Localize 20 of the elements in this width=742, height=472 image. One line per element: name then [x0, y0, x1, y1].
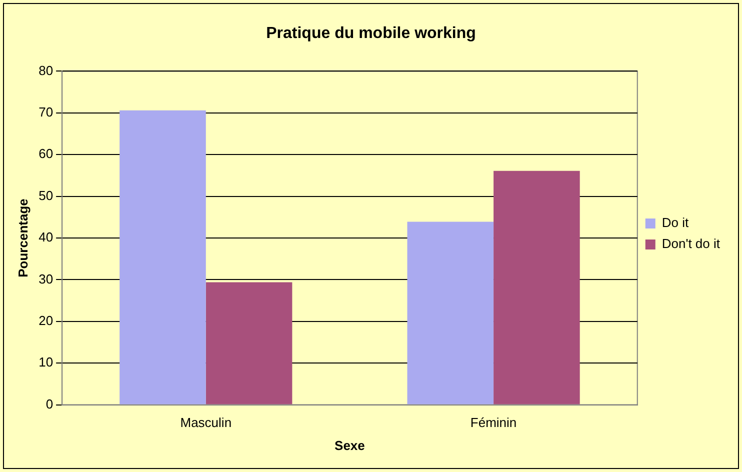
y-axis-title: Pourcentage [15, 198, 30, 278]
bar [494, 170, 580, 404]
x-tick-label: Masculin [180, 415, 232, 430]
x-tick-label: Féminin [470, 415, 517, 430]
y-tick-label: 0 [46, 396, 54, 412]
y-tick-label: 20 [38, 312, 54, 328]
y-tick-label: 60 [38, 146, 54, 162]
y-tick-label: 80 [38, 62, 54, 78]
bar [206, 282, 292, 404]
y-tick-label: 10 [38, 354, 54, 370]
y-tick-label: 50 [38, 188, 54, 203]
bar [120, 110, 206, 404]
legend-label: Do it [662, 215, 689, 230]
y-tick-label: 30 [38, 271, 54, 286]
y-tick-label: 40 [38, 230, 54, 245]
bar [407, 222, 494, 404]
legend-label: Don't do it [662, 236, 720, 252]
x-axis-title: Sexe [334, 438, 365, 453]
y-tick-label: 70 [38, 104, 54, 120]
chart-title: Pratique du mobile working [266, 25, 476, 42]
